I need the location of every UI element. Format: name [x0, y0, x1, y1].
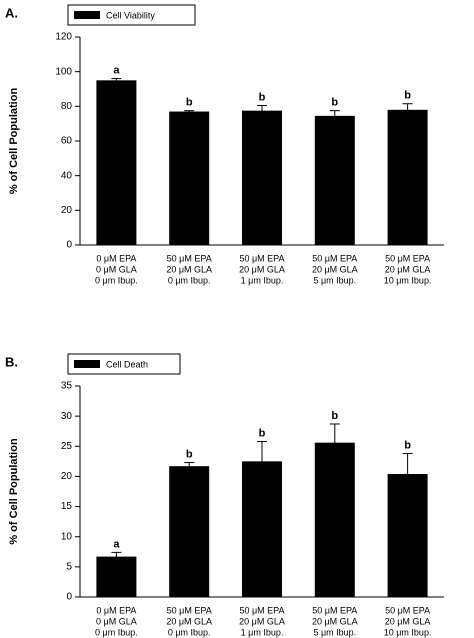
- annotation: b: [259, 91, 266, 103]
- legend-swatch: [74, 360, 100, 368]
- x-tick-label: 0 μM GLA: [96, 616, 137, 626]
- y-tick-label: 40: [61, 170, 73, 181]
- bar: [387, 109, 428, 245]
- legend-label: Cell Viability: [106, 10, 155, 20]
- x-tick-label: 0 μM GLA: [96, 264, 137, 274]
- x-tick-label: 50 μM EPA: [167, 605, 212, 615]
- y-tick-label: 20: [61, 471, 73, 482]
- panel-label: B.: [5, 354, 18, 369]
- annotation: b: [404, 439, 411, 451]
- panel-label: A.: [5, 5, 18, 20]
- x-tick-label: 20 μM GLA: [166, 264, 212, 274]
- bar: [96, 556, 137, 597]
- bar: [169, 466, 210, 597]
- annotation: b: [186, 448, 193, 460]
- legend-label: Cell Death: [106, 359, 148, 369]
- bar: [314, 442, 355, 597]
- x-tick-label: 20 μM GLA: [239, 616, 285, 626]
- annotation: b: [259, 427, 266, 439]
- x-tick-label: 5 μm Ibup.: [313, 627, 356, 637]
- x-tick-label: 10 μm Ibup.: [384, 275, 432, 285]
- x-tick-label: 1 μm Ibup.: [241, 275, 284, 285]
- y-tick-label: 10: [61, 531, 73, 542]
- x-tick-label: 0 μm Ibup.: [95, 627, 138, 637]
- y-tick-label: 25: [61, 441, 73, 452]
- annotation: a: [113, 65, 120, 77]
- x-tick-label: 50 μM EPA: [167, 253, 212, 263]
- x-tick-label: 50 μM EPA: [385, 605, 430, 615]
- annotation: b: [186, 97, 193, 109]
- annotation: a: [113, 538, 120, 550]
- x-tick-label: 50 μM EPA: [312, 605, 357, 615]
- x-tick-label: 20 μM GLA: [312, 616, 358, 626]
- x-tick-label: 20 μM GLA: [239, 264, 285, 274]
- bar: [96, 80, 137, 245]
- bar: [169, 111, 210, 246]
- y-tick-label: 30: [61, 411, 73, 422]
- x-tick-label: 20 μM GLA: [312, 264, 358, 274]
- x-tick-label: 0 μM EPA: [96, 605, 136, 615]
- bar: [242, 461, 282, 597]
- y-tick-label: 0: [66, 240, 72, 251]
- x-tick-label: 10 μm Ibup.: [384, 627, 432, 637]
- y-axis-label: % of Cell Population: [8, 88, 20, 195]
- x-tick-label: 1 μm Ibup.: [241, 627, 284, 637]
- x-tick-label: 0 μM EPA: [96, 253, 136, 263]
- y-tick-label: 80: [61, 101, 73, 112]
- bar: [242, 110, 282, 246]
- y-tick-label: 15: [61, 501, 73, 512]
- annotation: b: [331, 97, 338, 109]
- y-tick-label: 60: [61, 136, 73, 147]
- x-tick-label: 0 μm Ibup.: [168, 627, 211, 637]
- x-tick-label: 20 μM GLA: [166, 616, 212, 626]
- annotation: b: [404, 90, 411, 102]
- x-tick-label: 5 μm Ibup.: [313, 275, 356, 285]
- legend-box: [67, 353, 181, 375]
- y-tick-label: 5: [66, 561, 72, 572]
- x-tick-label: 0 μm Ibup.: [95, 275, 138, 285]
- x-tick-label: 50 μM EPA: [239, 605, 284, 615]
- y-axis-label: % of Cell Population: [8, 438, 20, 545]
- x-tick-label: 50 μM EPA: [239, 253, 284, 263]
- y-tick-label: 100: [55, 66, 72, 77]
- y-tick-label: 20: [61, 205, 73, 216]
- annotation: b: [331, 410, 338, 422]
- legend-swatch: [74, 11, 100, 19]
- y-tick-label: 0: [66, 592, 72, 603]
- x-tick-label: 50 μM EPA: [312, 253, 357, 263]
- x-tick-label: 20 μM GLA: [385, 616, 431, 626]
- x-tick-label: 50 μM EPA: [385, 253, 430, 263]
- x-tick-label: 20 μM GLA: [385, 264, 431, 274]
- y-tick-label: 35: [61, 381, 73, 392]
- x-tick-label: 0 μm Ibup.: [168, 275, 211, 285]
- bar: [314, 115, 355, 245]
- legend-box: [67, 4, 196, 26]
- y-tick-label: 120: [55, 32, 72, 43]
